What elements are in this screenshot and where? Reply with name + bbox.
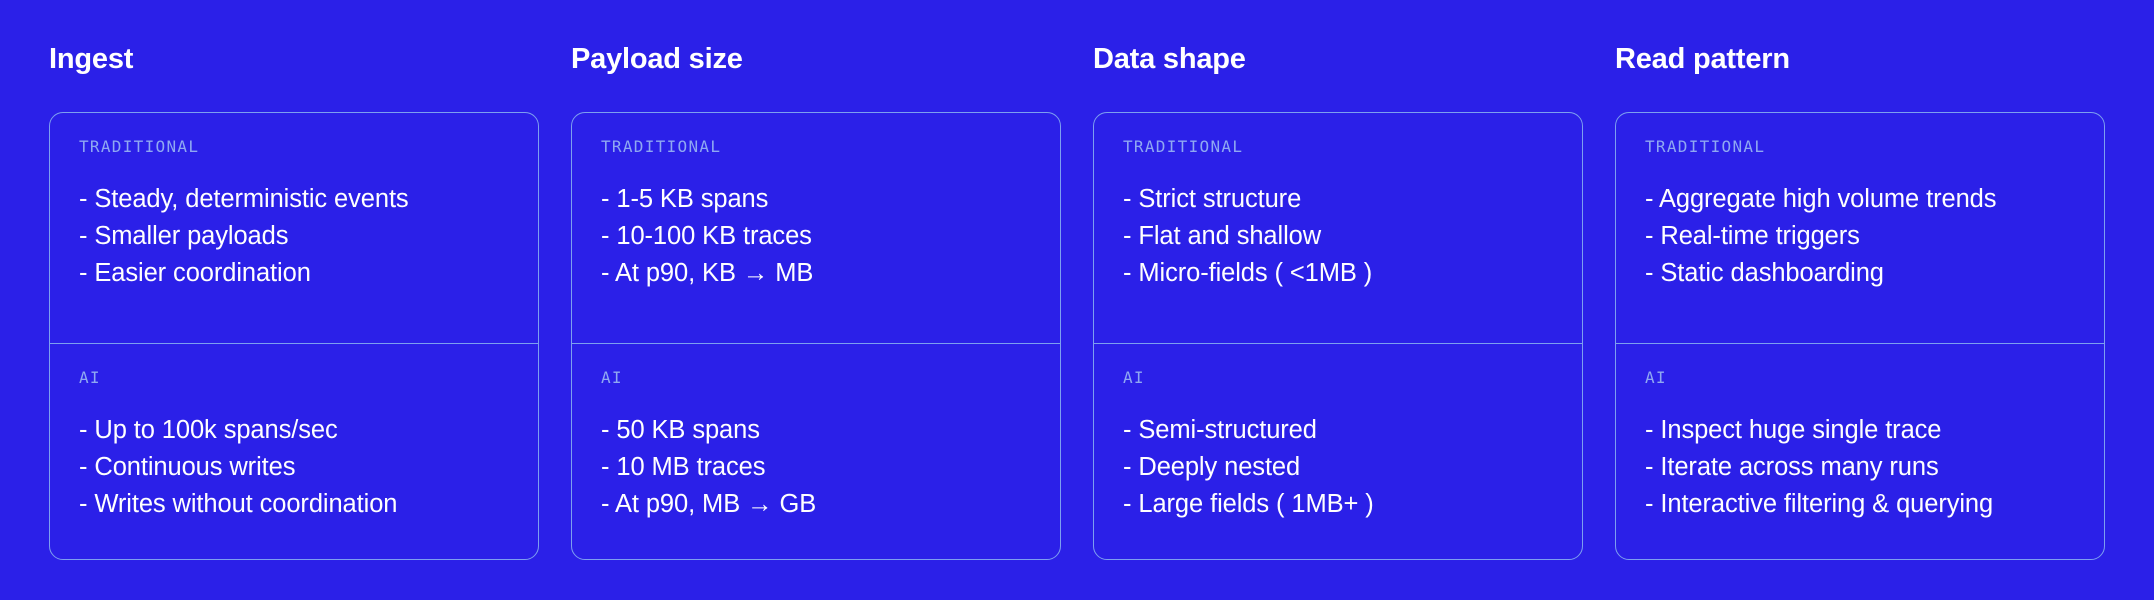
section-label-ai: AI: [601, 368, 623, 387]
list-item: - Real-time triggers: [1645, 222, 1860, 250]
bullet-list-ai: - Up to 100k spans/sec - Continuous writ…: [79, 412, 538, 523]
list-item: - Semi-structured: [1123, 416, 1317, 444]
list-item: - Deeply nested: [1123, 453, 1301, 481]
section-label-traditional: TRADITIONAL: [1645, 137, 1766, 156]
column-payload-size: Payload size TRADITIONAL - 1-5 KB spans …: [571, 0, 1061, 560]
list-item: - Inspect huge single trace: [1645, 416, 1942, 444]
comparison-card: TRADITIONAL - 1-5 KB spans - 10-100 KB t…: [571, 112, 1061, 560]
section-label-ai: AI: [1645, 368, 1667, 387]
section-label-ai: AI: [1123, 368, 1145, 387]
list-item: - Static dashboarding: [1645, 259, 1884, 287]
card-section-ai: AI - Up to 100k spans/sec - Continuous w…: [50, 344, 538, 559]
section-label-ai: AI: [79, 368, 101, 387]
list-item: - Smaller payloads: [79, 222, 289, 250]
list-item: - 10-100 KB traces: [601, 222, 812, 250]
list-item: - Easier coordination: [79, 259, 311, 287]
section-label-traditional: TRADITIONAL: [79, 137, 200, 156]
column-read-pattern: Read pattern TRADITIONAL - Aggregate hig…: [1615, 0, 2105, 560]
list-item: - Large fields ( 1MB+ ): [1123, 490, 1374, 518]
card-section-traditional: TRADITIONAL - Strict structure - Flat an…: [1094, 113, 1582, 344]
list-item: - Aggregate high volume trends: [1645, 185, 1997, 213]
list-item: - 1-5 KB spans: [601, 185, 769, 213]
column-title: Read pattern: [1615, 43, 1790, 75]
bullet-list-ai: - Inspect huge single trace - Iterate ac…: [1645, 412, 2104, 523]
list-item: - At p90, MB → GB: [601, 490, 817, 518]
card-section-traditional: TRADITIONAL - 1-5 KB spans - 10-100 KB t…: [572, 113, 1060, 344]
column-title: Ingest: [49, 43, 134, 75]
list-item: - Micro-fields ( <1MB ): [1123, 259, 1373, 287]
bullet-list-traditional: - Steady, deterministic events - Smaller…: [79, 181, 538, 292]
bullet-list-ai: - Semi-structured - Deeply nested - Larg…: [1123, 412, 1582, 523]
list-item: - Iterate across many runs: [1645, 453, 1939, 481]
card-section-ai: AI - 50 KB spans - 10 MB traces - At p90…: [572, 344, 1060, 559]
column-ingest: Ingest TRADITIONAL - Steady, determinist…: [49, 0, 539, 560]
list-item: - Flat and shallow: [1123, 222, 1322, 250]
card-section-ai: AI - Inspect huge single trace - Iterate…: [1616, 344, 2104, 559]
section-label-traditional: TRADITIONAL: [1123, 137, 1244, 156]
comparison-card: TRADITIONAL - Strict structure - Flat an…: [1093, 112, 1583, 560]
card-section-traditional: TRADITIONAL - Aggregate high volume tren…: [1616, 113, 2104, 344]
list-item: - 10 MB traces: [601, 453, 766, 481]
bullet-list-traditional: - Strict structure - Flat and shallow - …: [1123, 181, 1582, 292]
column-title: Data shape: [1093, 43, 1246, 75]
bullet-list-traditional: - 1-5 KB spans - 10-100 KB traces - At p…: [601, 181, 1060, 292]
card-section-traditional: TRADITIONAL - Steady, deterministic even…: [50, 113, 538, 344]
list-item: - Strict structure: [1123, 185, 1302, 213]
comparison-card: TRADITIONAL - Steady, deterministic even…: [49, 112, 539, 560]
list-item: - At p90, KB → MB: [601, 259, 814, 287]
comparison-card: TRADITIONAL - Aggregate high volume tren…: [1615, 112, 2105, 560]
bullet-list-ai: - 50 KB spans - 10 MB traces - At p90, M…: [601, 412, 1060, 523]
list-item: - Steady, deterministic events: [79, 185, 409, 213]
card-section-ai: AI - Semi-structured - Deeply nested - L…: [1094, 344, 1582, 559]
list-item: - Writes without coordination: [79, 490, 398, 518]
list-item: - 50 KB spans: [601, 416, 760, 444]
column-data-shape: Data shape TRADITIONAL - Strict structur…: [1093, 0, 1583, 560]
bullet-list-traditional: - Aggregate high volume trends - Real-ti…: [1645, 181, 2104, 292]
section-label-traditional: TRADITIONAL: [601, 137, 722, 156]
list-item: - Continuous writes: [79, 453, 296, 481]
list-item: - Up to 100k spans/sec: [79, 416, 338, 444]
column-title: Payload size: [571, 43, 743, 75]
list-item: - Interactive filtering & querying: [1645, 490, 1994, 518]
